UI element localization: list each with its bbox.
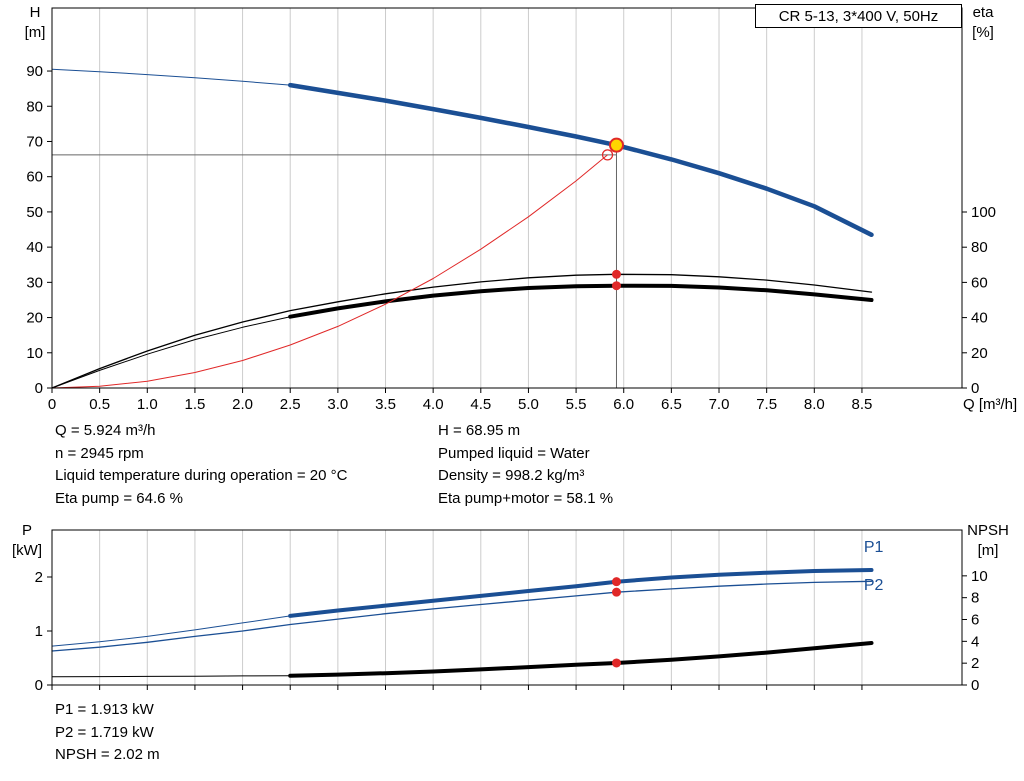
info-line: n = 2945 rpm <box>55 444 144 462</box>
eta-axis-label-symbol: eta <box>972 4 994 21</box>
y-right-tick-label: 4 <box>971 633 979 650</box>
info-line: Eta pump+motor = 58.1 % <box>438 489 614 507</box>
eta-pump-marker <box>611 269 621 279</box>
eta-pump-motor-curve <box>288 283 874 319</box>
q-axis-label: Q [m³/h] <box>963 396 1018 413</box>
x-tick-label: 2.0 <box>232 396 253 413</box>
p1-curve-thin <box>51 615 291 647</box>
eta-axis-label: eta [%] <box>959 3 1007 43</box>
y-right-tick-label: 60 <box>971 274 988 291</box>
y-right-tick-label: 6 <box>971 612 979 629</box>
pump-model-title: CR 5-13, 3*400 V, 50Hz <box>755 4 962 28</box>
y-left-tick-label: 20 <box>26 310 43 327</box>
duty-info-left: Q = 5.924 m³/h n = 2945 rpm Liquid tempera… <box>55 420 347 510</box>
y-right-tick-label: 80 <box>971 239 988 256</box>
duty-point-marker <box>608 137 624 153</box>
p2-curve <box>51 580 873 652</box>
plot-border <box>51 529 963 686</box>
y-left-tick-label: 80 <box>26 98 43 115</box>
y-right-tick-label: 100 <box>971 204 996 221</box>
x-tick-label: 0.5 <box>89 396 110 413</box>
npsh-curve <box>288 641 874 678</box>
x-tick-label: 0 <box>48 396 56 413</box>
y-left-tick-label: 1 <box>35 623 43 640</box>
x-tick-label: 7.5 <box>756 396 777 413</box>
x-tick-label: 2.5 <box>280 396 301 413</box>
plot-border <box>51 7 963 389</box>
y-right-tick-label: 10 <box>971 568 988 585</box>
duty-info-right: H = 68.95 m Pumped liquid = Water Density … <box>438 420 613 510</box>
npsh-curve-thin <box>51 675 291 678</box>
y-left-tick-label: 90 <box>26 63 43 80</box>
y-right-tick-label: 0 <box>971 677 979 694</box>
x-tick-label: 5.5 <box>566 396 587 413</box>
p2-curve-label: P2 <box>864 577 884 594</box>
y-left-tick-label: 30 <box>26 274 43 291</box>
info-line: NPSH = 2.02 m <box>55 746 160 764</box>
h-axis-label: H [m] <box>13 3 57 43</box>
x-tick-label: 1.0 <box>137 396 158 413</box>
info-line: P2 = 1.719 kW <box>55 723 154 741</box>
y-left-tick-label: 0 <box>35 380 43 397</box>
p1-curve-label: P1 <box>864 539 884 556</box>
p2-marker <box>611 587 621 597</box>
qh-eta-chart: 0 0.5 1.0 1.5 2.0 2.5 3.0 3.5 4.0 4.5 5.0 5.5 6.0 6.5… <box>26 7 996 413</box>
y-left-tick-label: 40 <box>26 239 43 256</box>
info-line: H = 68.95 m <box>438 422 521 439</box>
x-tick-label: 8.5 <box>852 396 873 413</box>
eta-pump-motor-marker <box>611 281 621 291</box>
y-right-tick-label: 20 <box>971 345 988 362</box>
y-right-tick-label: 2 <box>971 655 979 672</box>
npsh-axis-label-unit: [m] <box>977 542 999 559</box>
eta-pump-curve <box>51 273 873 389</box>
h-axis-label-unit: [m] <box>24 24 46 41</box>
p1-marker <box>611 577 621 587</box>
power-info: P1 = 1.913 kW P2 = 1.719 kW NPSH = 2.02 m <box>55 699 160 767</box>
info-line: Pumped liquid = Water <box>438 444 590 462</box>
y-left-tick-label: 70 <box>26 133 43 150</box>
info-line: Liquid temperature during operation = 20… <box>55 467 348 485</box>
y-right-tick-label: 40 <box>971 310 988 327</box>
y-right-tick-label: 8 <box>971 590 979 607</box>
h-axis-label-symbol: H <box>29 4 41 21</box>
info-line: Eta pump = 64.6 % <box>55 489 183 507</box>
y-right-tick-label: 0 <box>971 380 979 397</box>
h-curve-thin <box>51 68 291 86</box>
y-left-tick-label: 2 <box>35 569 43 586</box>
p1-curve <box>288 568 874 618</box>
x-tick-label: 3.5 <box>375 396 396 413</box>
x-tick-label: 4.5 <box>470 396 491 413</box>
info-line: P1 = 1.913 kW <box>55 701 154 718</box>
system-curve <box>51 154 608 389</box>
x-tick-label: 7.0 <box>709 396 730 413</box>
power-npsh-chart: 0 1 2 0 2 4 6 8 10 P1 P2 <box>35 529 988 694</box>
npsh-marker <box>611 658 621 668</box>
y-left-tick-label: 0 <box>35 677 43 694</box>
x-tick-label: 6.0 <box>613 396 634 413</box>
p-axis-label-unit: [kW] <box>12 542 42 559</box>
h-curve <box>287 82 874 238</box>
npsh-axis-label-symbol: NPSH <box>967 522 1009 539</box>
x-tick-label: 8.0 <box>804 396 825 413</box>
x-tick-label: 5.0 <box>518 396 539 413</box>
y-left-tick-label: 10 <box>26 345 43 362</box>
info-line: Q = 5.924 m³/h <box>55 422 156 439</box>
p-axis-label: P [kW] <box>6 521 48 561</box>
npsh-axis-label: NPSH [m] <box>960 521 1016 561</box>
info-line: Density = 998.2 kg/m³ <box>438 467 585 485</box>
eta-axis-label-unit: [%] <box>972 24 994 41</box>
y-left-tick-label: 60 <box>26 169 43 186</box>
x-tick-label: 3.0 <box>327 396 348 413</box>
x-tick-label: 1.5 <box>185 396 206 413</box>
y-left-tick-label: 50 <box>26 204 43 221</box>
requested-duty-marker <box>601 149 614 161</box>
x-tick-label: 4.0 <box>423 396 444 413</box>
eta-pump-motor-thin <box>51 316 291 389</box>
p-axis-label-symbol: P <box>21 522 32 539</box>
x-tick-label: 6.5 <box>661 396 682 413</box>
